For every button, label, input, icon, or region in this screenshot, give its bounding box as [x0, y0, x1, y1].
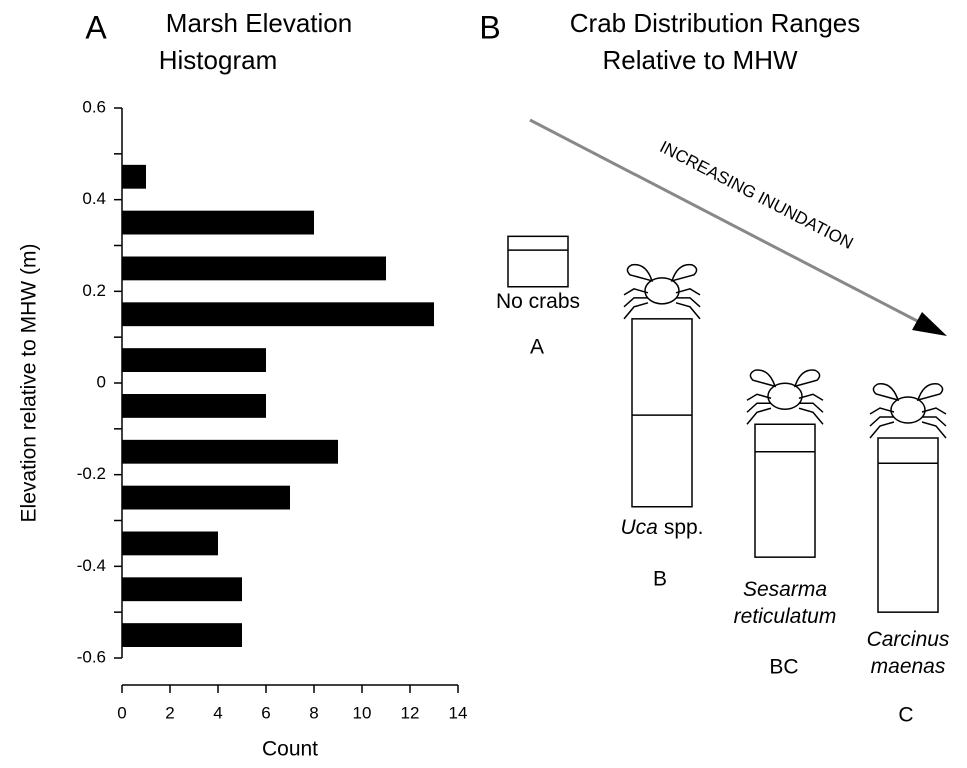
- crab-body: [644, 277, 680, 305]
- chart-title: Marsh Elevation: [166, 8, 352, 38]
- bar: [122, 623, 242, 647]
- crab-claw: [626, 263, 654, 282]
- species-name: reticulatum: [734, 605, 837, 628]
- y-tick-label: -0.2: [77, 464, 106, 483]
- bar: [122, 256, 386, 281]
- species-name: maenas: [871, 655, 946, 678]
- y-tick-label: 0.6: [82, 97, 106, 116]
- crab-leg: [869, 416, 894, 427]
- y-tick-label: 0: [97, 372, 106, 391]
- y-tick-label: 0.4: [82, 189, 106, 208]
- crab-leg: [798, 407, 824, 425]
- crab-leg: [675, 302, 701, 320]
- crab-leg: [623, 288, 649, 296]
- chart-title: Histogram: [159, 45, 277, 75]
- crab-icon: [623, 263, 701, 320]
- species-name-part: No crabs: [496, 290, 580, 313]
- crab-leg: [746, 393, 772, 401]
- species-name: Carcinus: [867, 628, 950, 651]
- bar: [122, 164, 146, 189]
- crab-leg: [921, 407, 947, 415]
- bar: [122, 394, 266, 418]
- annotation: INCREASING INUNDATION: [657, 137, 857, 253]
- crab-leg: [869, 407, 895, 415]
- range-box: [631, 318, 693, 508]
- crab-body: [890, 396, 926, 424]
- crab-leg: [799, 402, 824, 413]
- crab-leg: [922, 416, 947, 427]
- group-letter: C: [898, 704, 913, 727]
- x-tick-label: 2: [165, 703, 174, 722]
- x-tick-label: 10: [353, 703, 372, 722]
- x-tick-label: 6: [261, 703, 270, 722]
- bar: [122, 439, 338, 464]
- range-box: [754, 423, 816, 558]
- bar: [122, 485, 290, 510]
- crab-body: [767, 382, 803, 410]
- group-letter: A: [530, 336, 544, 359]
- arrow: [529, 118, 926, 327]
- y-tick-label: -0.4: [77, 556, 106, 575]
- crab-leg: [798, 393, 824, 401]
- chart-title: Relative to MHW: [602, 45, 797, 75]
- y-tick-label: 0.2: [82, 281, 106, 300]
- crab-claw: [872, 383, 900, 402]
- bar: [122, 531, 218, 556]
- arrow-head: [912, 312, 947, 336]
- x-axis-title: Count: [262, 738, 318, 761]
- bar: [122, 210, 314, 235]
- x-tick-label: 14: [449, 703, 468, 722]
- species-name: No crabs: [496, 290, 580, 313]
- crab-claw: [670, 263, 698, 282]
- species-name-part: maenas: [871, 655, 946, 678]
- crab-leg: [869, 421, 895, 439]
- species-name-part: reticulatum: [734, 605, 837, 628]
- y-axis-title: Elevation relative to MHW (m): [18, 244, 41, 523]
- crab-claw: [793, 369, 821, 388]
- panel-label: B: [479, 9, 500, 45]
- range-box: [507, 235, 569, 288]
- bar: [122, 302, 434, 327]
- crab-leg: [921, 421, 947, 439]
- species-name: Sesarma: [743, 578, 827, 601]
- crab-icon: [869, 383, 947, 439]
- species-suffix: spp.: [664, 516, 704, 539]
- x-tick-label: 8: [309, 703, 318, 722]
- chart-title: Crab Distribution Ranges: [570, 8, 860, 38]
- crab-leg: [676, 297, 701, 308]
- crab-leg: [746, 402, 771, 413]
- crab-claw: [916, 383, 944, 402]
- species-name: Uca spp.: [620, 516, 703, 539]
- bar: [122, 348, 266, 372]
- crab-icon: [746, 369, 824, 425]
- bar: [122, 577, 242, 602]
- panel-label: A: [85, 9, 107, 45]
- x-tick-label: 0: [117, 703, 126, 722]
- group-letter: BC: [769, 656, 798, 679]
- y-tick-label: -0.6: [77, 647, 106, 666]
- species-name-part: Uca: [620, 516, 657, 539]
- crab-leg: [675, 288, 701, 296]
- species-name-part: Sesarma: [743, 578, 827, 601]
- range-box: [877, 437, 939, 613]
- x-tick-label: 12: [401, 703, 420, 722]
- crab-leg: [623, 302, 649, 320]
- x-tick-label: 4: [213, 703, 222, 722]
- species-name-part: Carcinus: [867, 628, 950, 651]
- group-letter: B: [653, 568, 667, 591]
- crab-leg: [746, 407, 772, 425]
- crab-leg: [623, 297, 648, 308]
- crab-claw: [749, 369, 777, 388]
